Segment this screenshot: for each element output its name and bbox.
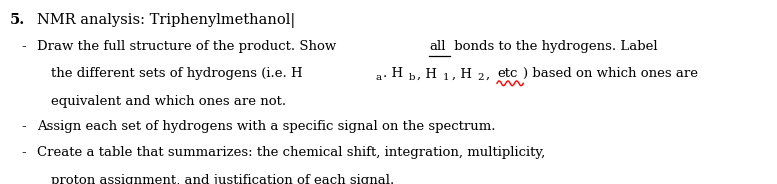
Text: Assign each set of hydrogens with a specific signal on the spectrum.: Assign each set of hydrogens with a spec…: [37, 121, 496, 133]
Text: -: -: [22, 146, 26, 159]
Text: NMR analysis: Triphenylmethanol|: NMR analysis: Triphenylmethanol|: [37, 13, 295, 28]
Text: all: all: [429, 40, 445, 53]
Text: 1: 1: [443, 73, 450, 82]
Text: proton assignment, and justification of each signal.: proton assignment, and justification of …: [51, 174, 394, 184]
Text: the different sets of hydrogens (i.e. H: the different sets of hydrogens (i.e. H: [51, 67, 302, 80]
Text: ) based on which ones are: ) based on which ones are: [523, 67, 699, 80]
Text: 5.: 5.: [10, 13, 26, 27]
Text: 2: 2: [478, 73, 484, 82]
Text: ,: ,: [486, 67, 494, 80]
Text: Draw the full structure of the product. Show: Draw the full structure of the product. …: [37, 40, 341, 53]
Text: a: a: [375, 73, 382, 82]
Text: Create a table that summarizes: the chemical shift, integration, multiplicity,: Create a table that summarizes: the chem…: [37, 146, 545, 159]
Text: -: -: [22, 121, 26, 133]
Text: , H: , H: [417, 67, 437, 80]
Text: . H: . H: [383, 67, 403, 80]
Text: etc: etc: [497, 67, 517, 80]
Text: b: b: [409, 73, 416, 82]
Text: -: -: [22, 40, 26, 53]
Text: equivalent and which ones are not.: equivalent and which ones are not.: [51, 95, 286, 108]
Text: bonds to the hydrogens. Label: bonds to the hydrogens. Label: [450, 40, 658, 53]
Text: , H: , H: [451, 67, 472, 80]
